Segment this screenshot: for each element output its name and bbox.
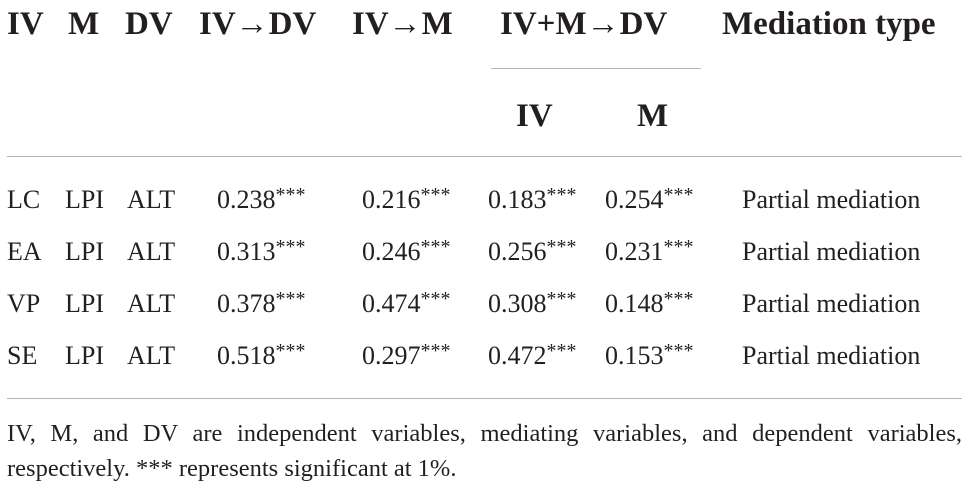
- cell-iv-dv: 0.313***: [217, 236, 306, 266]
- cell-m: LPI: [65, 343, 104, 369]
- table-bottom-rule: [7, 398, 962, 399]
- cell-type: Partial mediation: [742, 187, 920, 213]
- cell-value: Partial mediation: [742, 185, 921, 214]
- significance-stars: ***: [546, 340, 577, 362]
- cell-ivm-iv: 0.256***: [488, 236, 577, 266]
- header-ivm-dv: IV+M→DV: [500, 6, 668, 42]
- cell-type: Partial mediation: [742, 343, 920, 369]
- significance-stars: ***: [546, 184, 577, 206]
- cell-ivm-m: 0.153***: [605, 340, 694, 370]
- cell-value: 0.297: [362, 341, 421, 370]
- cell-value: 0.518: [217, 341, 276, 370]
- cell-iv-m: 0.246***: [362, 236, 451, 266]
- cell-value: ALT: [127, 341, 176, 370]
- cell-dv: ALT: [127, 343, 175, 369]
- cell-iv-dv: 0.238***: [217, 184, 306, 214]
- cell-value: 0.308: [488, 289, 547, 318]
- significance-stars: ***: [663, 184, 694, 206]
- header-iv: IV: [7, 6, 44, 42]
- cell-value: 0.246: [362, 237, 421, 266]
- cell-type: Partial mediation: [742, 239, 920, 265]
- significance-stars: ***: [420, 236, 451, 258]
- cell-value: LPI: [65, 185, 104, 214]
- cell-value: SE: [7, 341, 38, 370]
- table-footnote: IV, M, and DV are independent variables,…: [7, 420, 962, 482]
- header-iv-m: IV→M: [352, 6, 453, 42]
- cell-type: Partial mediation: [742, 291, 920, 317]
- significance-stars: ***: [420, 288, 451, 310]
- cell-value: 0.472: [488, 341, 547, 370]
- significance-stars: ***: [663, 288, 694, 310]
- cell-value: ALT: [127, 185, 176, 214]
- cell-value: 0.183: [488, 185, 547, 214]
- cell-value: 0.254: [605, 185, 664, 214]
- header-bottom-rule: [7, 156, 962, 157]
- cell-ivm-iv: 0.308***: [488, 288, 577, 318]
- cell-value: EA: [7, 237, 42, 266]
- cell-value: LPI: [65, 237, 104, 266]
- cell-ivm-iv: 0.183***: [488, 184, 577, 214]
- cell-iv: VP: [7, 291, 40, 317]
- significance-stars: ***: [546, 236, 577, 258]
- cell-iv-m: 0.474***: [362, 288, 451, 318]
- cell-value: Partial mediation: [742, 341, 921, 370]
- cell-iv: LC: [7, 187, 40, 213]
- cell-value: 0.238: [217, 185, 276, 214]
- significance-stars: ***: [663, 340, 694, 362]
- cell-value: 0.474: [362, 289, 421, 318]
- significance-stars: ***: [275, 184, 306, 206]
- cell-iv: SE: [7, 343, 37, 369]
- cell-iv-m: 0.216***: [362, 184, 451, 214]
- cell-value: 0.378: [217, 289, 276, 318]
- cell-value: LPI: [65, 341, 104, 370]
- cell-value: ALT: [127, 237, 176, 266]
- significance-stars: ***: [420, 340, 451, 362]
- cell-m: LPI: [65, 187, 104, 213]
- cell-value: LC: [7, 185, 41, 214]
- subheader-iv: IV: [516, 98, 553, 134]
- cell-value: 0.153: [605, 341, 664, 370]
- cell-value: Partial mediation: [742, 289, 921, 318]
- cell-dv: ALT: [127, 239, 175, 265]
- header-iv-dv: IV→DV: [199, 6, 317, 42]
- cell-value: 0.231: [605, 237, 664, 266]
- significance-stars: ***: [275, 288, 306, 310]
- cell-m: LPI: [65, 239, 104, 265]
- significance-stars: ***: [275, 340, 306, 362]
- cell-iv-dv: 0.378***: [217, 288, 306, 318]
- header-m: M: [68, 6, 100, 42]
- cell-value: 0.313: [217, 237, 276, 266]
- cell-iv: EA: [7, 239, 42, 265]
- header-mediation-type: Mediation type: [722, 6, 936, 42]
- cell-ivm-m: 0.148***: [605, 288, 694, 318]
- cell-value: 0.216: [362, 185, 421, 214]
- cell-dv: ALT: [127, 291, 175, 317]
- significance-stars: ***: [420, 184, 451, 206]
- cell-ivm-iv: 0.472***: [488, 340, 577, 370]
- cell-ivm-m: 0.231***: [605, 236, 694, 266]
- header-group-rule: [491, 68, 701, 69]
- cell-ivm-m: 0.254***: [605, 184, 694, 214]
- cell-value: ALT: [127, 289, 176, 318]
- cell-value: Partial mediation: [742, 237, 921, 266]
- cell-iv-dv: 0.518***: [217, 340, 306, 370]
- cell-m: LPI: [65, 291, 104, 317]
- cell-value: LPI: [65, 289, 104, 318]
- cell-iv-m: 0.297***: [362, 340, 451, 370]
- significance-stars: ***: [663, 236, 694, 258]
- cell-value: VP: [7, 289, 41, 318]
- cell-value: 0.148: [605, 289, 664, 318]
- subheader-m: M: [637, 98, 669, 134]
- header-dv: DV: [125, 6, 173, 42]
- significance-stars: ***: [275, 236, 306, 258]
- cell-value: 0.256: [488, 237, 547, 266]
- significance-stars: ***: [546, 288, 577, 310]
- cell-dv: ALT: [127, 187, 175, 213]
